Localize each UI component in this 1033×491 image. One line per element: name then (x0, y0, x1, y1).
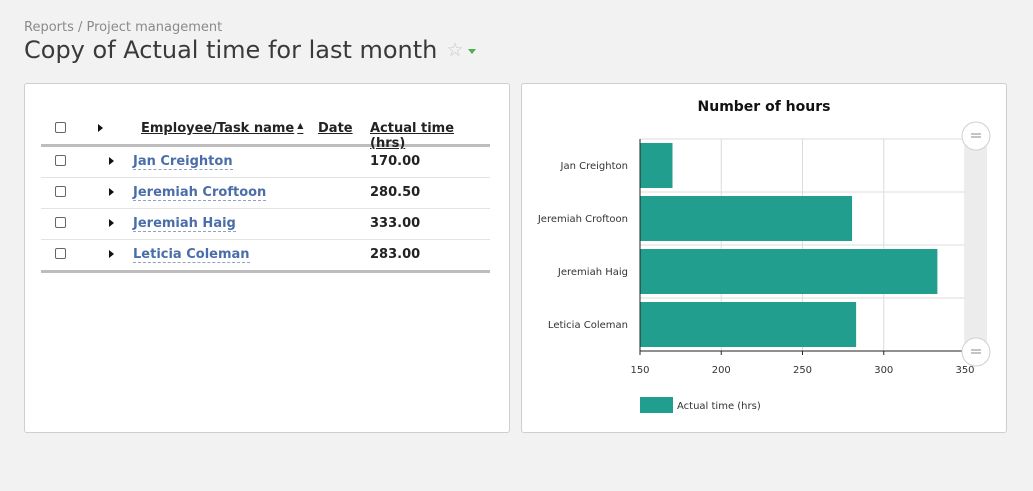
table-panel: Employee/Task name ▲ Date Actual time (hr… (24, 83, 510, 433)
star-outline-icon[interactable]: ☆ (446, 38, 464, 61)
column-header-date[interactable]: Date (318, 121, 353, 136)
table-row: Jan Creighton 170.00 (41, 147, 490, 178)
chart-bar (640, 143, 673, 188)
category-label: Jeremiah Haig (557, 267, 628, 278)
legend-label: Actual time (hrs) (677, 401, 761, 412)
table-row: Jeremiah Croftoon 280.50 (41, 178, 490, 209)
actual-time-value: 170.00 (370, 154, 421, 169)
page-title: Copy of Actual time for last month (24, 36, 438, 64)
employee-link[interactable]: Jeremiah Haig (133, 216, 236, 232)
table-row: Leticia Coleman 283.00 (41, 240, 490, 273)
chart-panel: Number of hours Jan Creighton Jeremiah Cr… (521, 83, 1007, 433)
category-label: Jan Creighton (560, 161, 628, 172)
chart-title: Number of hours (697, 99, 831, 115)
scroll-handle-top[interactable] (961, 121, 991, 151)
chart-bar (640, 196, 853, 241)
category-label: Jeremiah Croftoon (537, 214, 628, 225)
employee-link[interactable]: Jan Creighton (133, 154, 233, 170)
actual-time-value: 333.00 (370, 216, 421, 231)
expand-all-icon[interactable] (98, 124, 103, 132)
expand-row-icon[interactable] (109, 219, 114, 227)
expand-row-icon[interactable] (109, 250, 114, 258)
breadcrumb[interactable]: Reports / Project management (24, 20, 223, 35)
column-header-employee[interactable]: Employee/Task name ▲ (141, 121, 303, 136)
x-tick-label: 250 (793, 365, 812, 376)
expand-row-icon[interactable] (109, 188, 114, 196)
table-row: Jeremiah Haig 333.00 (41, 209, 490, 240)
chart-scrollbar[interactable] (965, 136, 987, 352)
report-table: Employee/Task name ▲ Date Actual time (hr… (41, 114, 490, 273)
x-tick-label: 350 (955, 365, 974, 376)
caret-down-icon[interactable] (468, 49, 477, 54)
row-checkbox[interactable] (55, 186, 66, 197)
select-all-checkbox[interactable] (55, 122, 66, 133)
chart-bar (640, 249, 938, 294)
category-label: Leticia Coleman (548, 320, 628, 331)
column-header-employee-label: Employee/Task name (141, 121, 295, 136)
employee-link[interactable]: Leticia Coleman (133, 247, 250, 263)
x-tick-label: 200 (712, 365, 731, 376)
actual-time-value: 280.50 (370, 185, 421, 200)
row-checkbox[interactable] (55, 155, 66, 166)
employee-link[interactable]: Jeremiah Croftoon (133, 185, 267, 201)
legend-swatch (640, 397, 673, 413)
sort-ascending-icon: ▲ (297, 121, 304, 130)
bar-chart: Jan Creighton Jeremiah Croftoon Jeremiah H… (537, 121, 991, 413)
actual-time-value: 283.00 (370, 247, 421, 262)
expand-row-icon[interactable] (109, 157, 114, 165)
x-tick-label: 300 (874, 365, 893, 376)
chart-bar (640, 302, 857, 347)
column-header-actual-time[interactable]: Actual time (hrs) (370, 121, 455, 151)
row-checkbox[interactable] (55, 248, 66, 259)
title-row: Copy of Actual time for last month ☆ (24, 36, 477, 64)
table-header: Employee/Task name ▲ Date Actual time (hr… (41, 114, 490, 151)
row-checkbox[interactable] (55, 217, 66, 228)
scroll-handle-bottom[interactable] (961, 337, 991, 367)
x-tick-label: 150 (630, 365, 649, 376)
